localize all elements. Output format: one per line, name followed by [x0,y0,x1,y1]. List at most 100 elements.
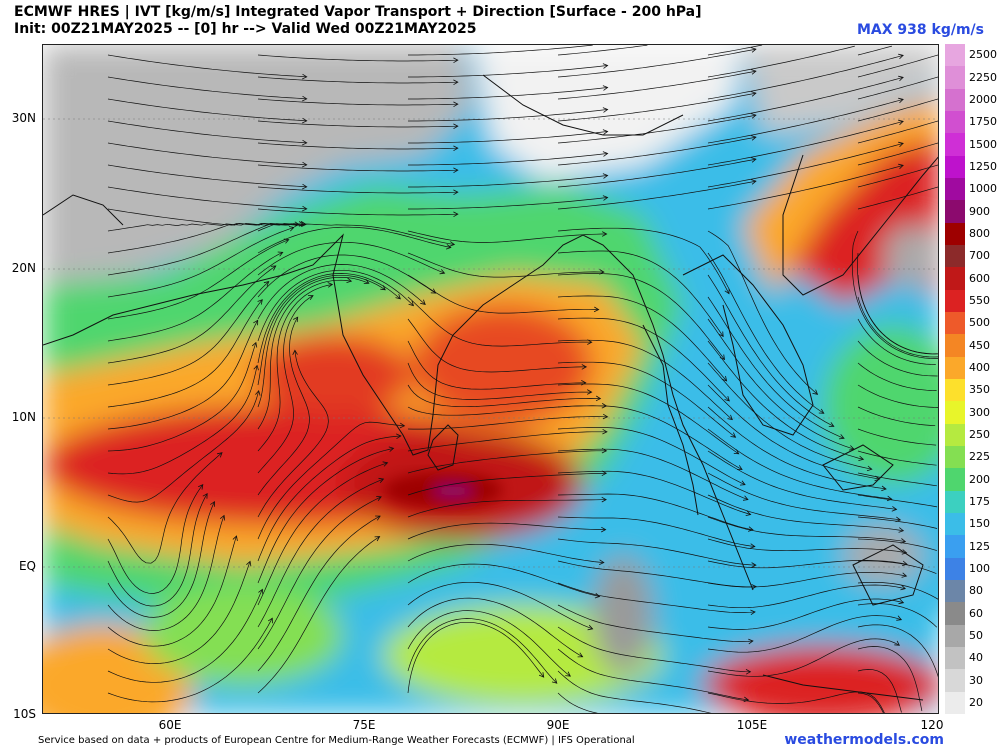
streamline [707,516,906,542]
streamline [857,538,937,551]
flow-arrowhead [298,221,305,227]
flow-arrowhead [730,432,737,438]
streamline [557,273,725,360]
streamline [557,626,751,673]
flow-arrowhead [217,452,223,458]
flow-arrowhead [302,139,308,146]
brand-link[interactable]: weathermodels.com [784,732,944,748]
streamline [557,470,751,515]
streamline [107,501,215,618]
flow-arrowhead [601,470,608,477]
streamline [707,55,904,100]
flow-arrowhead [439,269,446,275]
colorbar-label: 1250 [969,159,997,173]
streamline [407,362,592,400]
streamline [707,615,902,653]
flow-arrowhead [602,173,609,179]
flow-arrowhead [838,434,845,440]
flow-arrowhead [602,63,609,69]
streamline [557,158,756,188]
flow-arrowhead [587,339,593,345]
flow-arrowhead [263,281,270,287]
streamline [107,561,251,664]
colorbar-label: 1750 [969,115,997,129]
streamline [707,572,907,588]
streamline [407,384,601,408]
streamline [557,361,736,438]
streamline [407,581,593,630]
streamline [257,269,414,342]
flow-arrowhead [747,526,754,532]
streamline [107,223,300,276]
streamline [707,691,885,713]
flow-arrowhead [267,617,273,624]
lat-label-10s: 10S [13,707,36,721]
streamline [557,383,739,455]
flow-arrowhead [601,447,608,454]
flow-arrowhead [399,422,406,429]
streamline [257,273,401,364]
streamline [557,70,756,100]
streamline [857,692,884,713]
flow-arrowhead [551,678,558,684]
streamline [857,494,938,508]
streamline [857,54,938,78]
streamline [857,384,938,408]
streamline [857,296,938,358]
flow-arrowhead [881,485,887,492]
credit-text: Service based on data + products of Euro… [38,735,635,746]
streamline [107,299,263,408]
streamline [707,274,834,427]
colorbar-label: 300 [969,405,990,419]
flow-arrowhead [602,231,608,237]
colorbar-label: 40 [969,651,983,665]
colorbar-label: 600 [969,271,990,285]
flow-arrowhead [288,226,295,232]
flow-arrowhead [380,285,386,291]
streamline [107,120,307,144]
streamline [408,197,608,210]
flow-arrowhead [253,364,259,371]
colorbar-label: 175 [969,494,990,508]
flow-arrowhead [581,364,588,370]
flow-arrowhead [901,572,908,578]
streamline [107,142,307,166]
streamline [107,342,257,452]
streamline [107,493,208,607]
flow-arrowhead [724,288,730,295]
init-valid-line: Init: 00Z21MAY2025 -- [0] hr --> Valid W… [14,21,477,37]
streamline [407,431,607,452]
colorbar-label: 60 [969,606,983,620]
flow-arrowhead [453,79,459,86]
streamline [557,114,756,144]
lat-label-10n: 10N [11,410,36,424]
colorbar-label: 250 [969,427,990,441]
streamline [107,320,259,430]
streamline [107,54,307,78]
streamline [857,669,902,713]
streamline [257,226,451,254]
streamline [107,76,307,100]
colorbar-cell [945,66,965,90]
streamline [707,296,845,439]
colorbar-cell [945,44,965,67]
colorbar-cell [945,133,965,157]
streamline [408,109,608,122]
colorbar-cell [945,513,965,536]
streamline [407,274,599,314]
streamline [257,435,401,562]
streamline [257,496,382,650]
flow-arrowhead [307,295,314,301]
colorbar-label: 1000 [969,182,997,196]
streamline [107,265,276,364]
streamline [407,318,587,373]
lat-label-20n: 20N [11,261,36,275]
streamline [557,250,724,337]
flow-arrowhead [376,496,382,502]
flow-arrowhead [255,389,261,396]
flow-arrowhead [375,515,381,521]
streamline [407,597,583,658]
streamline [557,493,753,531]
streamline [851,230,938,359]
colorbar-label: 150 [969,517,990,531]
